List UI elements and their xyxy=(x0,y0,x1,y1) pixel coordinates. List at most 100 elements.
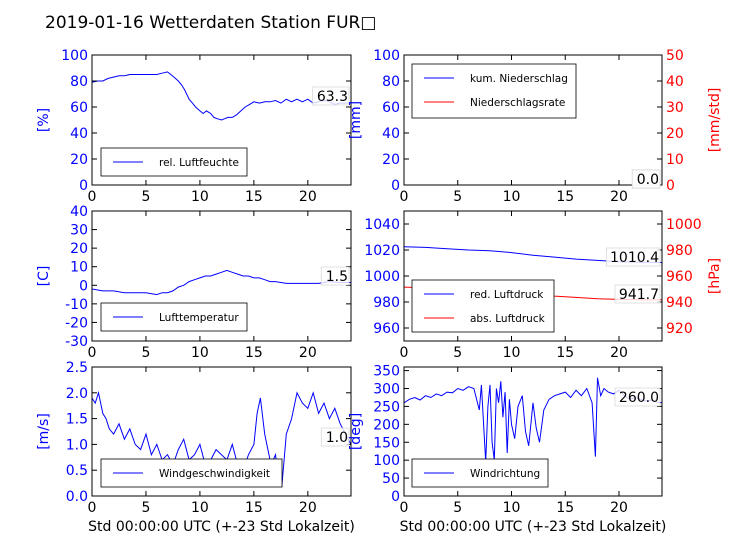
y-axis-label: [mm] xyxy=(348,101,364,139)
x-tick-label: 10 xyxy=(503,500,521,516)
y-tick-label: 350 xyxy=(373,364,400,380)
x-tick-label: 10 xyxy=(503,189,521,205)
legend-box xyxy=(100,302,248,332)
current-value-label-box xyxy=(320,427,350,447)
y-right-tick-label: 30 xyxy=(666,100,684,116)
x-tick-label: 0 xyxy=(88,500,97,516)
current-value-right-label: 941.7 xyxy=(619,287,659,303)
y-axis-label: [C] xyxy=(36,266,52,287)
y-tick-label: 0 xyxy=(391,489,400,505)
x-tick-label: 5 xyxy=(141,500,150,516)
y-tick-label: 10 xyxy=(70,260,88,276)
legend-label: Niederschlagsrate xyxy=(470,97,565,109)
x-tick-label: 20 xyxy=(610,345,628,361)
y-tick-label: 0.0 xyxy=(66,489,88,505)
current-value-label: 260.0 xyxy=(619,390,659,406)
current-value-label-box xyxy=(320,266,350,286)
y-right-tick-label: 940 xyxy=(666,295,693,311)
legend-label: kum. Niederschlag xyxy=(470,73,568,85)
page-title: 2019-01-16 Wetterdaten Station FUR□ xyxy=(45,13,376,33)
y-tick-label: 0 xyxy=(79,178,88,194)
y-tick-label: 20 xyxy=(70,241,88,257)
y-tick-label: 100 xyxy=(61,48,88,64)
x-tick-label: 5 xyxy=(141,189,150,205)
x-tick-label: 15 xyxy=(245,189,263,205)
current-value-right-label: 0.0 xyxy=(637,172,659,188)
series-line-Windrichtung xyxy=(404,377,662,463)
y-tick-label: 150 xyxy=(373,435,400,451)
series-line-Windgeschwindigkeit xyxy=(92,390,351,488)
x-axis-label: Std 00:00:00 UTC (+-23 Std Lokalzeit) xyxy=(400,519,667,535)
current-value-label-box xyxy=(312,86,350,106)
legend-label: red. Luftdruck xyxy=(470,289,544,301)
series-line-Lufttemperatur xyxy=(92,269,351,296)
x-tick-label: 20 xyxy=(299,189,317,205)
chart-panel-humidity: 0 5 10 15 20 0 20 40 60 80 100 [%] 63.3 rel. Luftfeuc… xyxy=(36,48,352,205)
y-tick-label: 40 xyxy=(382,126,400,142)
y-right-tick-label: 920 xyxy=(666,321,693,337)
y-right-tick-label: 960 xyxy=(666,269,693,285)
y-tick-label: 200 xyxy=(373,417,400,433)
x-tick-label: 20 xyxy=(610,500,628,516)
y-right-tick-label: 40 xyxy=(666,74,684,90)
current-value-label-box xyxy=(614,387,661,407)
current-value-right-label-box xyxy=(631,169,661,189)
y-tick-label: -20 xyxy=(65,315,88,331)
y-right-axis-label: [hPa] xyxy=(707,258,723,294)
x-tick-label: 0 xyxy=(88,345,97,361)
y-right-tick-label: 1000 xyxy=(666,217,702,233)
y-right-tick-label: 20 xyxy=(666,126,684,142)
x-tick-label: 5 xyxy=(141,345,150,361)
y-tick-label: 2.5 xyxy=(66,360,88,376)
y-axis-label: [deg] xyxy=(348,413,364,450)
y-tick-label: 980 xyxy=(373,295,400,311)
y-tick-label: 60 xyxy=(382,100,400,116)
y-tick-label: 1.0 xyxy=(66,437,88,453)
x-tick-label: 15 xyxy=(556,189,574,205)
y-tick-label: -10 xyxy=(65,297,88,313)
y-tick-label: 0.5 xyxy=(66,463,88,479)
x-tick-label: 20 xyxy=(610,189,628,205)
y-tick-label: 60 xyxy=(70,100,88,116)
current-value-label-box xyxy=(606,247,661,267)
y-tick-label: 40 xyxy=(70,126,88,142)
plot-frame xyxy=(403,54,663,186)
legend-label: rel. Luftfeuchte xyxy=(159,157,239,169)
x-tick-label: 15 xyxy=(556,345,574,361)
x-tick-label: 10 xyxy=(191,189,209,205)
y-axis-label: [%] xyxy=(36,108,52,132)
plot-frame xyxy=(91,54,352,186)
x-tick-label: 0 xyxy=(400,189,409,205)
x-tick-label: 0 xyxy=(400,500,409,516)
plot-frame xyxy=(91,210,352,342)
x-tick-label: 10 xyxy=(191,500,209,516)
legend-label: Lufttemperatur xyxy=(159,312,239,324)
y-tick-label: 40 xyxy=(70,204,88,220)
y-tick-label: 1040 xyxy=(364,217,400,233)
y-right-tick-label: 980 xyxy=(666,243,693,259)
y-tick-label: 0 xyxy=(391,178,400,194)
legend-label: abs. Luftdruck xyxy=(470,313,546,325)
y-tick-label: 20 xyxy=(70,152,88,168)
y-tick-label: 0 xyxy=(79,278,88,294)
x-tick-label: 0 xyxy=(88,189,97,205)
x-tick-label: 5 xyxy=(453,345,462,361)
y-tick-label: 100 xyxy=(373,453,400,469)
legend-label: Windrichtung xyxy=(470,468,540,480)
x-tick-label: 5 xyxy=(453,500,462,516)
chart-panel-precipitation: 0 5 10 15 20 0 20 40 60 80 100 0 10 20 30 40 50 [mm] [mm/s… xyxy=(348,48,723,205)
current-value-right-label-box xyxy=(614,284,661,304)
x-tick-label: 5 xyxy=(453,189,462,205)
legend-label: Windgeschwindigkeit xyxy=(159,468,270,480)
chart-panel-temperature: 0 5 10 15 20 -30 -20 -10 0 10 20 30 40 [C] 1.5 Lufttemp… xyxy=(36,204,352,361)
x-tick-label: 10 xyxy=(503,345,521,361)
y-right-tick-label: 50 xyxy=(666,48,684,64)
chart-panel-windspeed: 0 5 10 15 20 0.0 0.5 1.0 1.5 2.0 2.5 [m/s] Std 00:00… xyxy=(36,360,355,535)
current-value-label: 1010.4 xyxy=(610,250,659,266)
y-right-tick-label: 10 xyxy=(666,152,684,168)
current-value-label: 1.0 xyxy=(326,430,348,446)
plot-frame xyxy=(403,366,663,497)
y-tick-label: -30 xyxy=(65,334,88,350)
